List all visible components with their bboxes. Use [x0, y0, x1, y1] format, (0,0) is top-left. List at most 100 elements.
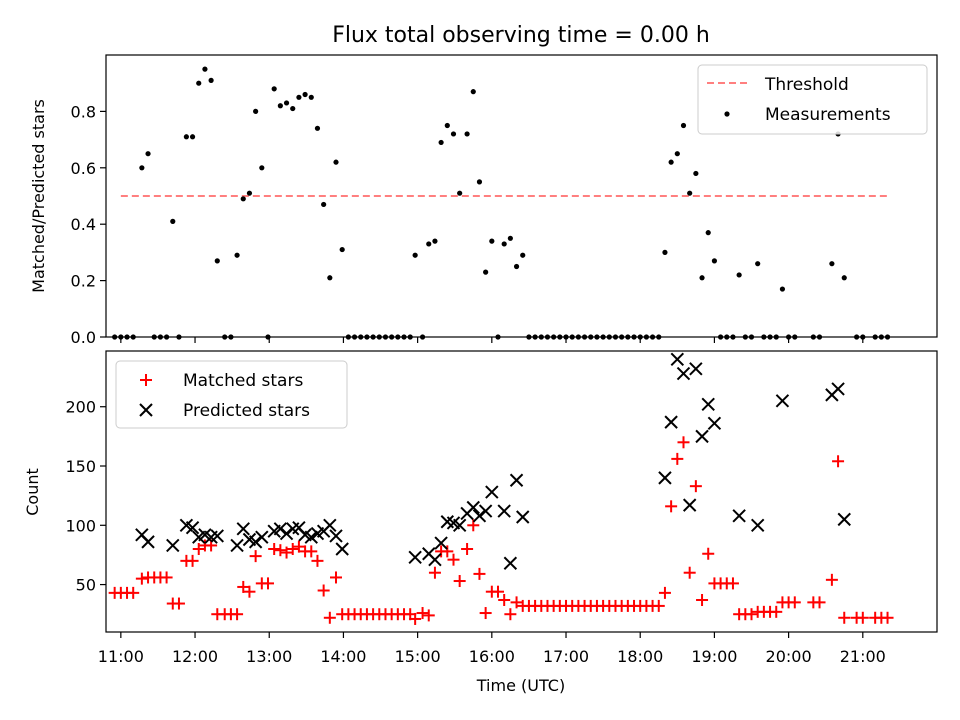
measurement-point [240, 196, 246, 202]
measurement-point [296, 94, 302, 100]
measurement-point [259, 165, 265, 171]
y-tick-label: 0.2 [71, 272, 96, 291]
ratio-y-ticks: 0.0 0.2 0.4 0.6 0.8 [71, 102, 106, 347]
measurement-point [407, 334, 413, 340]
matched-star-point [770, 605, 783, 618]
measurement-point [606, 334, 612, 340]
measurement-point [457, 190, 463, 196]
measurement-point [124, 334, 130, 340]
measurement-point [214, 258, 220, 264]
y-tick-label: 0.6 [71, 159, 96, 178]
measurement-point [755, 261, 761, 267]
matched-star-point [428, 566, 441, 579]
measurement-point [376, 334, 382, 340]
predicted-star-point [141, 535, 155, 549]
measurement-point [283, 100, 290, 106]
matched-star-point [745, 608, 758, 621]
matched-star-point [274, 544, 287, 557]
matched-star-point [186, 554, 199, 567]
matched-star-point [677, 436, 690, 449]
matched-star-point [832, 455, 845, 468]
predicted-star-point [273, 522, 288, 536]
measurement-point [489, 238, 495, 244]
matched-star-point [665, 500, 678, 513]
matched-star-point [447, 553, 460, 566]
matched-star-point [231, 608, 244, 621]
matched-star-point [160, 571, 173, 584]
measurement-point [327, 275, 333, 281]
measurement-point [196, 80, 202, 86]
matched-star-point [652, 599, 665, 612]
measurement-point [816, 334, 823, 340]
measurement-point [513, 263, 520, 270]
measurement-point [163, 334, 170, 340]
measurement-point [581, 334, 588, 340]
count-panel-frame [105, 350, 938, 633]
measurement-point [724, 334, 730, 340]
matched-star-point [192, 543, 205, 556]
measurement-point [183, 134, 189, 140]
matched-star-point [479, 607, 492, 620]
measurement-point [401, 334, 407, 340]
measurement-point [345, 334, 351, 340]
measurement-point [705, 230, 711, 236]
measurement-point [631, 334, 637, 340]
measurement-point [619, 334, 625, 340]
predicted-star-point [304, 530, 318, 544]
matched-star-point [441, 545, 454, 558]
matched-star-point [292, 540, 305, 553]
matched-star-point [409, 612, 422, 625]
measurement-point [538, 334, 544, 340]
measurement-point [520, 252, 526, 258]
measurement-point [575, 334, 581, 340]
measurement-point [551, 334, 557, 340]
measurement-point [557, 334, 563, 340]
matched-star-point [856, 611, 869, 624]
matched-star-point [135, 572, 148, 585]
predicted-star-point [707, 416, 722, 431]
measurement-point [419, 334, 426, 340]
measurement-point [544, 334, 551, 340]
predicted-star-point [466, 500, 480, 515]
predicted-star-point [255, 530, 269, 544]
matched-stars-points [108, 436, 894, 625]
measurement-point [792, 334, 798, 340]
measurement-point [253, 108, 259, 114]
measurement-point [444, 122, 450, 129]
matched-star-point [683, 566, 696, 579]
measurement-point [202, 66, 208, 72]
measurement-point [314, 125, 321, 131]
predicted-star-point [485, 485, 499, 499]
y-tick-label: 200 [65, 398, 96, 417]
predicted-star-point [478, 504, 493, 518]
predicted-star-point [837, 512, 851, 527]
measurement-point [761, 334, 767, 340]
measurement-point [470, 89, 476, 95]
measurement-point [612, 334, 619, 340]
count-legend: Matched stars Predicted stars [115, 360, 348, 429]
measurement-point [711, 258, 718, 264]
measurement-point [464, 131, 470, 137]
predicted-star-point [682, 498, 697, 512]
predicted-star-point [329, 529, 343, 543]
matched-star-point [788, 596, 801, 609]
predicted-star-point [236, 522, 250, 536]
measurement-point [884, 334, 891, 340]
matched-star-point [881, 611, 894, 624]
legend-measurements-swatch [724, 111, 730, 117]
predicted-star-point [516, 510, 530, 524]
measurement-point [476, 179, 483, 185]
measurement-point [308, 94, 314, 100]
matched-star-point [696, 593, 709, 606]
matched-star-point [492, 585, 505, 598]
measurement-point [271, 86, 277, 92]
measurement-point [717, 334, 724, 340]
predicted-star-point [775, 394, 790, 408]
measurement-point [841, 275, 847, 281]
predicted-star-point [210, 529, 225, 543]
legend-matched-label: Matched stars [183, 371, 303, 391]
measurement-point [370, 334, 376, 340]
chart-title: Flux total observing time = 0.00 h [332, 23, 710, 48]
y-tick-label: 50 [76, 576, 96, 595]
measurement-point [810, 334, 816, 340]
